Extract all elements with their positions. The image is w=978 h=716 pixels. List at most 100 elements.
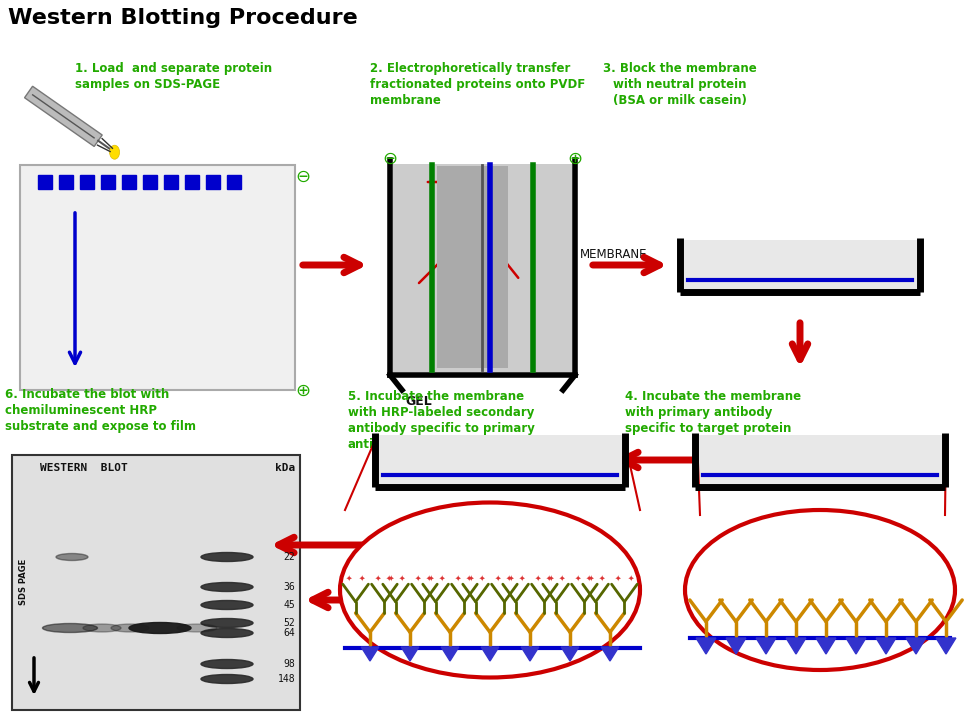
Text: 4. Incubate the membrane
with primary antibody
specific to target protein: 4. Incubate the membrane with primary an… — [624, 390, 800, 435]
Text: 3. Block the membrane
with neutral protein
(BSA or milk casein): 3. Block the membrane with neutral prote… — [602, 62, 756, 107]
Text: ✦: ✦ — [415, 574, 421, 582]
Polygon shape — [600, 647, 618, 661]
Text: ✦: ✦ — [558, 574, 564, 582]
Text: ✦: ✦ — [587, 574, 594, 582]
Polygon shape — [695, 638, 715, 654]
Text: ✦: ✦ — [506, 574, 511, 582]
Text: ✦: ✦ — [546, 574, 552, 582]
Bar — [59, 175, 73, 189]
Text: ✦: ✦ — [425, 574, 432, 582]
Bar — [392, 164, 571, 372]
Text: ✦: ✦ — [586, 574, 592, 582]
Text: 5. Incubate the membrane
with HRP-labeled secondary
antibody specific to primary: 5. Incubate the membrane with HRP-labele… — [347, 390, 534, 451]
Bar — [38, 175, 52, 189]
Polygon shape — [560, 647, 578, 661]
Text: ✦: ✦ — [547, 574, 554, 582]
Text: WESTERN  BLOT: WESTERN BLOT — [40, 463, 127, 473]
Text: ✦: ✦ — [398, 574, 405, 582]
Text: Western Blotting Procedure: Western Blotting Procedure — [8, 8, 357, 28]
Text: ✦: ✦ — [494, 574, 501, 582]
Bar — [143, 175, 156, 189]
Text: ✦: ✦ — [599, 574, 604, 582]
Bar — [227, 175, 241, 189]
Text: ✦: ✦ — [518, 574, 524, 582]
Text: ✦: ✦ — [387, 574, 393, 582]
Text: ⊖: ⊖ — [295, 168, 310, 186]
Text: 64: 64 — [283, 628, 294, 638]
Polygon shape — [845, 638, 865, 654]
Text: ✦: ✦ — [627, 574, 634, 582]
Polygon shape — [816, 638, 835, 654]
Polygon shape — [24, 86, 102, 147]
Text: 1. Load  and separate protein
samples on SDS-PAGE: 1. Load and separate protein samples on … — [75, 62, 272, 91]
Text: kDa: kDa — [275, 463, 294, 473]
Text: ✦: ✦ — [467, 574, 473, 582]
Ellipse shape — [200, 601, 252, 609]
Ellipse shape — [200, 619, 252, 627]
Ellipse shape — [200, 553, 252, 561]
Text: ✦: ✦ — [385, 574, 392, 582]
Bar — [12, 455, 299, 710]
Bar — [205, 175, 220, 189]
Bar — [101, 175, 114, 189]
Ellipse shape — [200, 674, 252, 684]
Text: SDS PAGE: SDS PAGE — [20, 559, 28, 605]
Polygon shape — [441, 647, 459, 661]
Polygon shape — [785, 638, 805, 654]
Bar — [377, 435, 621, 485]
Ellipse shape — [200, 659, 252, 669]
Text: ✦: ✦ — [455, 574, 461, 582]
Text: ⊕: ⊕ — [295, 382, 310, 400]
Polygon shape — [361, 647, 378, 661]
Ellipse shape — [200, 629, 252, 637]
Text: ⊕: ⊕ — [567, 150, 582, 168]
Text: ✦: ✦ — [345, 574, 352, 582]
Text: 98: 98 — [283, 659, 294, 669]
Bar — [436, 166, 508, 368]
Text: ✦: ✦ — [438, 574, 445, 582]
Ellipse shape — [111, 624, 149, 632]
Ellipse shape — [177, 624, 217, 632]
Bar — [696, 435, 941, 485]
Ellipse shape — [56, 553, 88, 561]
Text: 148: 148 — [277, 674, 294, 684]
Text: GEL: GEL — [405, 395, 431, 408]
Text: ✦: ✦ — [534, 574, 541, 582]
Text: MEMBRANE: MEMBRANE — [579, 248, 646, 261]
Ellipse shape — [200, 583, 252, 591]
Bar — [164, 175, 178, 189]
Bar — [122, 175, 136, 189]
Text: ✦: ✦ — [574, 574, 581, 582]
Text: 6. Incubate the blot with
chemiluminescent HRP
substrate and expose to film: 6. Incubate the blot with chemiluminesce… — [5, 388, 196, 433]
Text: ✦: ✦ — [359, 574, 365, 582]
Text: ✦: ✦ — [508, 574, 513, 582]
Text: 45: 45 — [283, 600, 294, 610]
Text: 2. Electrophoretically transfer
fractionated proteins onto PVDF
membrane: 2. Electrophoretically transfer fraction… — [370, 62, 585, 107]
Text: ✦: ✦ — [375, 574, 380, 582]
Text: ✦: ✦ — [614, 574, 621, 582]
Ellipse shape — [110, 145, 119, 159]
Polygon shape — [520, 647, 538, 661]
Bar — [20, 165, 294, 390]
Bar — [185, 175, 199, 189]
Ellipse shape — [129, 622, 191, 634]
Polygon shape — [935, 638, 955, 654]
Text: ✦: ✦ — [466, 574, 472, 582]
Polygon shape — [755, 638, 776, 654]
Polygon shape — [481, 647, 498, 661]
Ellipse shape — [339, 503, 640, 677]
Ellipse shape — [685, 510, 954, 670]
Text: ⊖: ⊖ — [382, 150, 397, 168]
Ellipse shape — [83, 624, 121, 632]
Text: ✦: ✦ — [478, 574, 485, 582]
Text: 52: 52 — [283, 618, 294, 628]
Bar — [80, 175, 94, 189]
Text: ✦: ✦ — [427, 574, 433, 582]
Ellipse shape — [42, 624, 98, 632]
Polygon shape — [401, 647, 419, 661]
Text: 36: 36 — [283, 582, 294, 592]
Bar — [682, 240, 916, 290]
Text: 22: 22 — [283, 552, 294, 562]
Polygon shape — [875, 638, 895, 654]
Polygon shape — [726, 638, 745, 654]
